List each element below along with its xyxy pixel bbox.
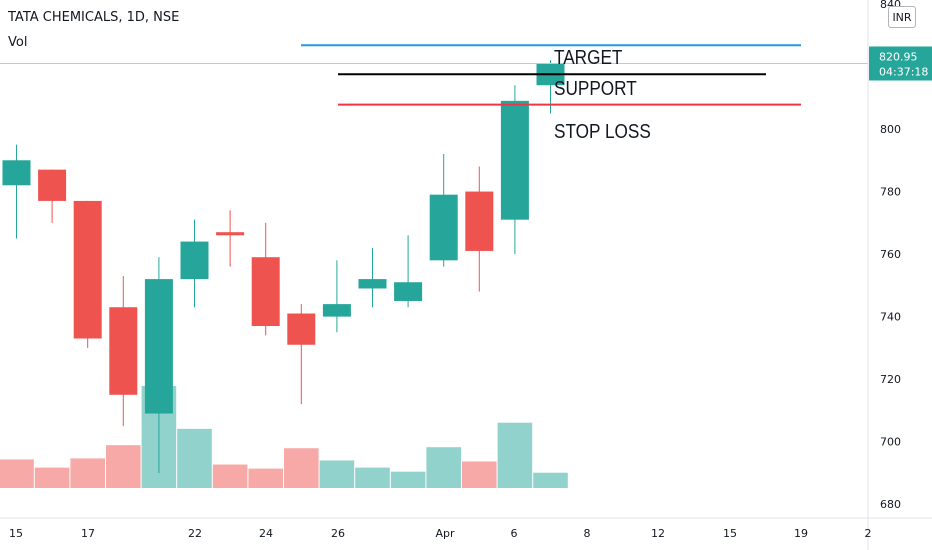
volume-bar — [497, 422, 533, 488]
level-label: SUPPORT — [554, 77, 637, 100]
candle-body — [429, 194, 458, 261]
candles-layer — [2, 60, 565, 473]
volume-bar — [34, 467, 70, 488]
price-tick-label: 800 — [880, 123, 901, 136]
time-tick-label: 2 — [865, 527, 872, 540]
volume-bar — [248, 468, 283, 488]
time-tick-label: 15 — [723, 527, 737, 540]
price-tick-label: 840 — [880, 0, 901, 11]
volume-bar — [177, 428, 212, 488]
candle-body — [144, 279, 173, 414]
candle-body — [322, 304, 351, 317]
candle-body — [251, 257, 280, 327]
volume-bar — [0, 459, 34, 488]
last-price-tag — [869, 46, 932, 81]
time-tick-label: Apr — [435, 527, 455, 540]
time-tick-label: 24 — [259, 527, 273, 540]
time-tick-label: 26 — [331, 527, 345, 540]
volume-bar — [355, 467, 390, 488]
price-tick-label: 760 — [880, 248, 901, 261]
time-tick-label: 17 — [81, 527, 95, 540]
candle-body — [180, 241, 209, 280]
volume-bar — [390, 471, 426, 488]
candle-body — [38, 169, 67, 201]
volume-bar — [106, 445, 141, 488]
volume-legend[interactable]: Vol — [8, 35, 28, 50]
symbol-title[interactable]: TATA CHEMICALS, 1D, NSE — [8, 10, 180, 25]
volume-bar — [533, 472, 568, 488]
candle-body — [73, 200, 102, 339]
price-tick-label: 780 — [880, 186, 901, 199]
levels-layer: TARGET SUPPORT STOP LOSS — [0, 44, 868, 143]
candle-body — [358, 279, 387, 289]
time-tick-label: 6 — [511, 527, 518, 540]
volume-bar — [284, 448, 319, 488]
candle-body — [500, 100, 529, 220]
volume-bar — [426, 447, 461, 488]
last-price-value: 820.95 — [879, 50, 918, 63]
candle-body — [2, 160, 31, 186]
volume-layer — [0, 386, 568, 488]
volume-bar — [319, 460, 355, 488]
candle-body — [394, 282, 423, 301]
bar-countdown: 04:37:18 — [879, 65, 928, 78]
currency-badge[interactable]: INR — [888, 6, 916, 28]
time-tick-label: 12 — [651, 527, 665, 540]
candle-body — [287, 313, 316, 345]
volume-bar — [462, 461, 497, 488]
candle-body — [465, 191, 494, 251]
volume-bar — [70, 458, 105, 488]
candle-body — [216, 232, 245, 236]
time-tick-label: 15 — [9, 527, 23, 540]
price-tick-label: 700 — [880, 436, 901, 449]
level-label: TARGET — [554, 46, 622, 69]
level-label: STOP LOSS — [554, 120, 651, 143]
price-tick-label: 680 — [880, 498, 901, 511]
volume-bar — [212, 464, 248, 488]
price-tick-label: 740 — [880, 311, 901, 324]
time-tick-label: 8 — [584, 527, 591, 540]
time-tick-label: 19 — [794, 527, 808, 540]
time-tick-label: 22 — [188, 527, 202, 540]
candle-body — [109, 307, 138, 395]
price-tick-label: 720 — [880, 373, 901, 386]
